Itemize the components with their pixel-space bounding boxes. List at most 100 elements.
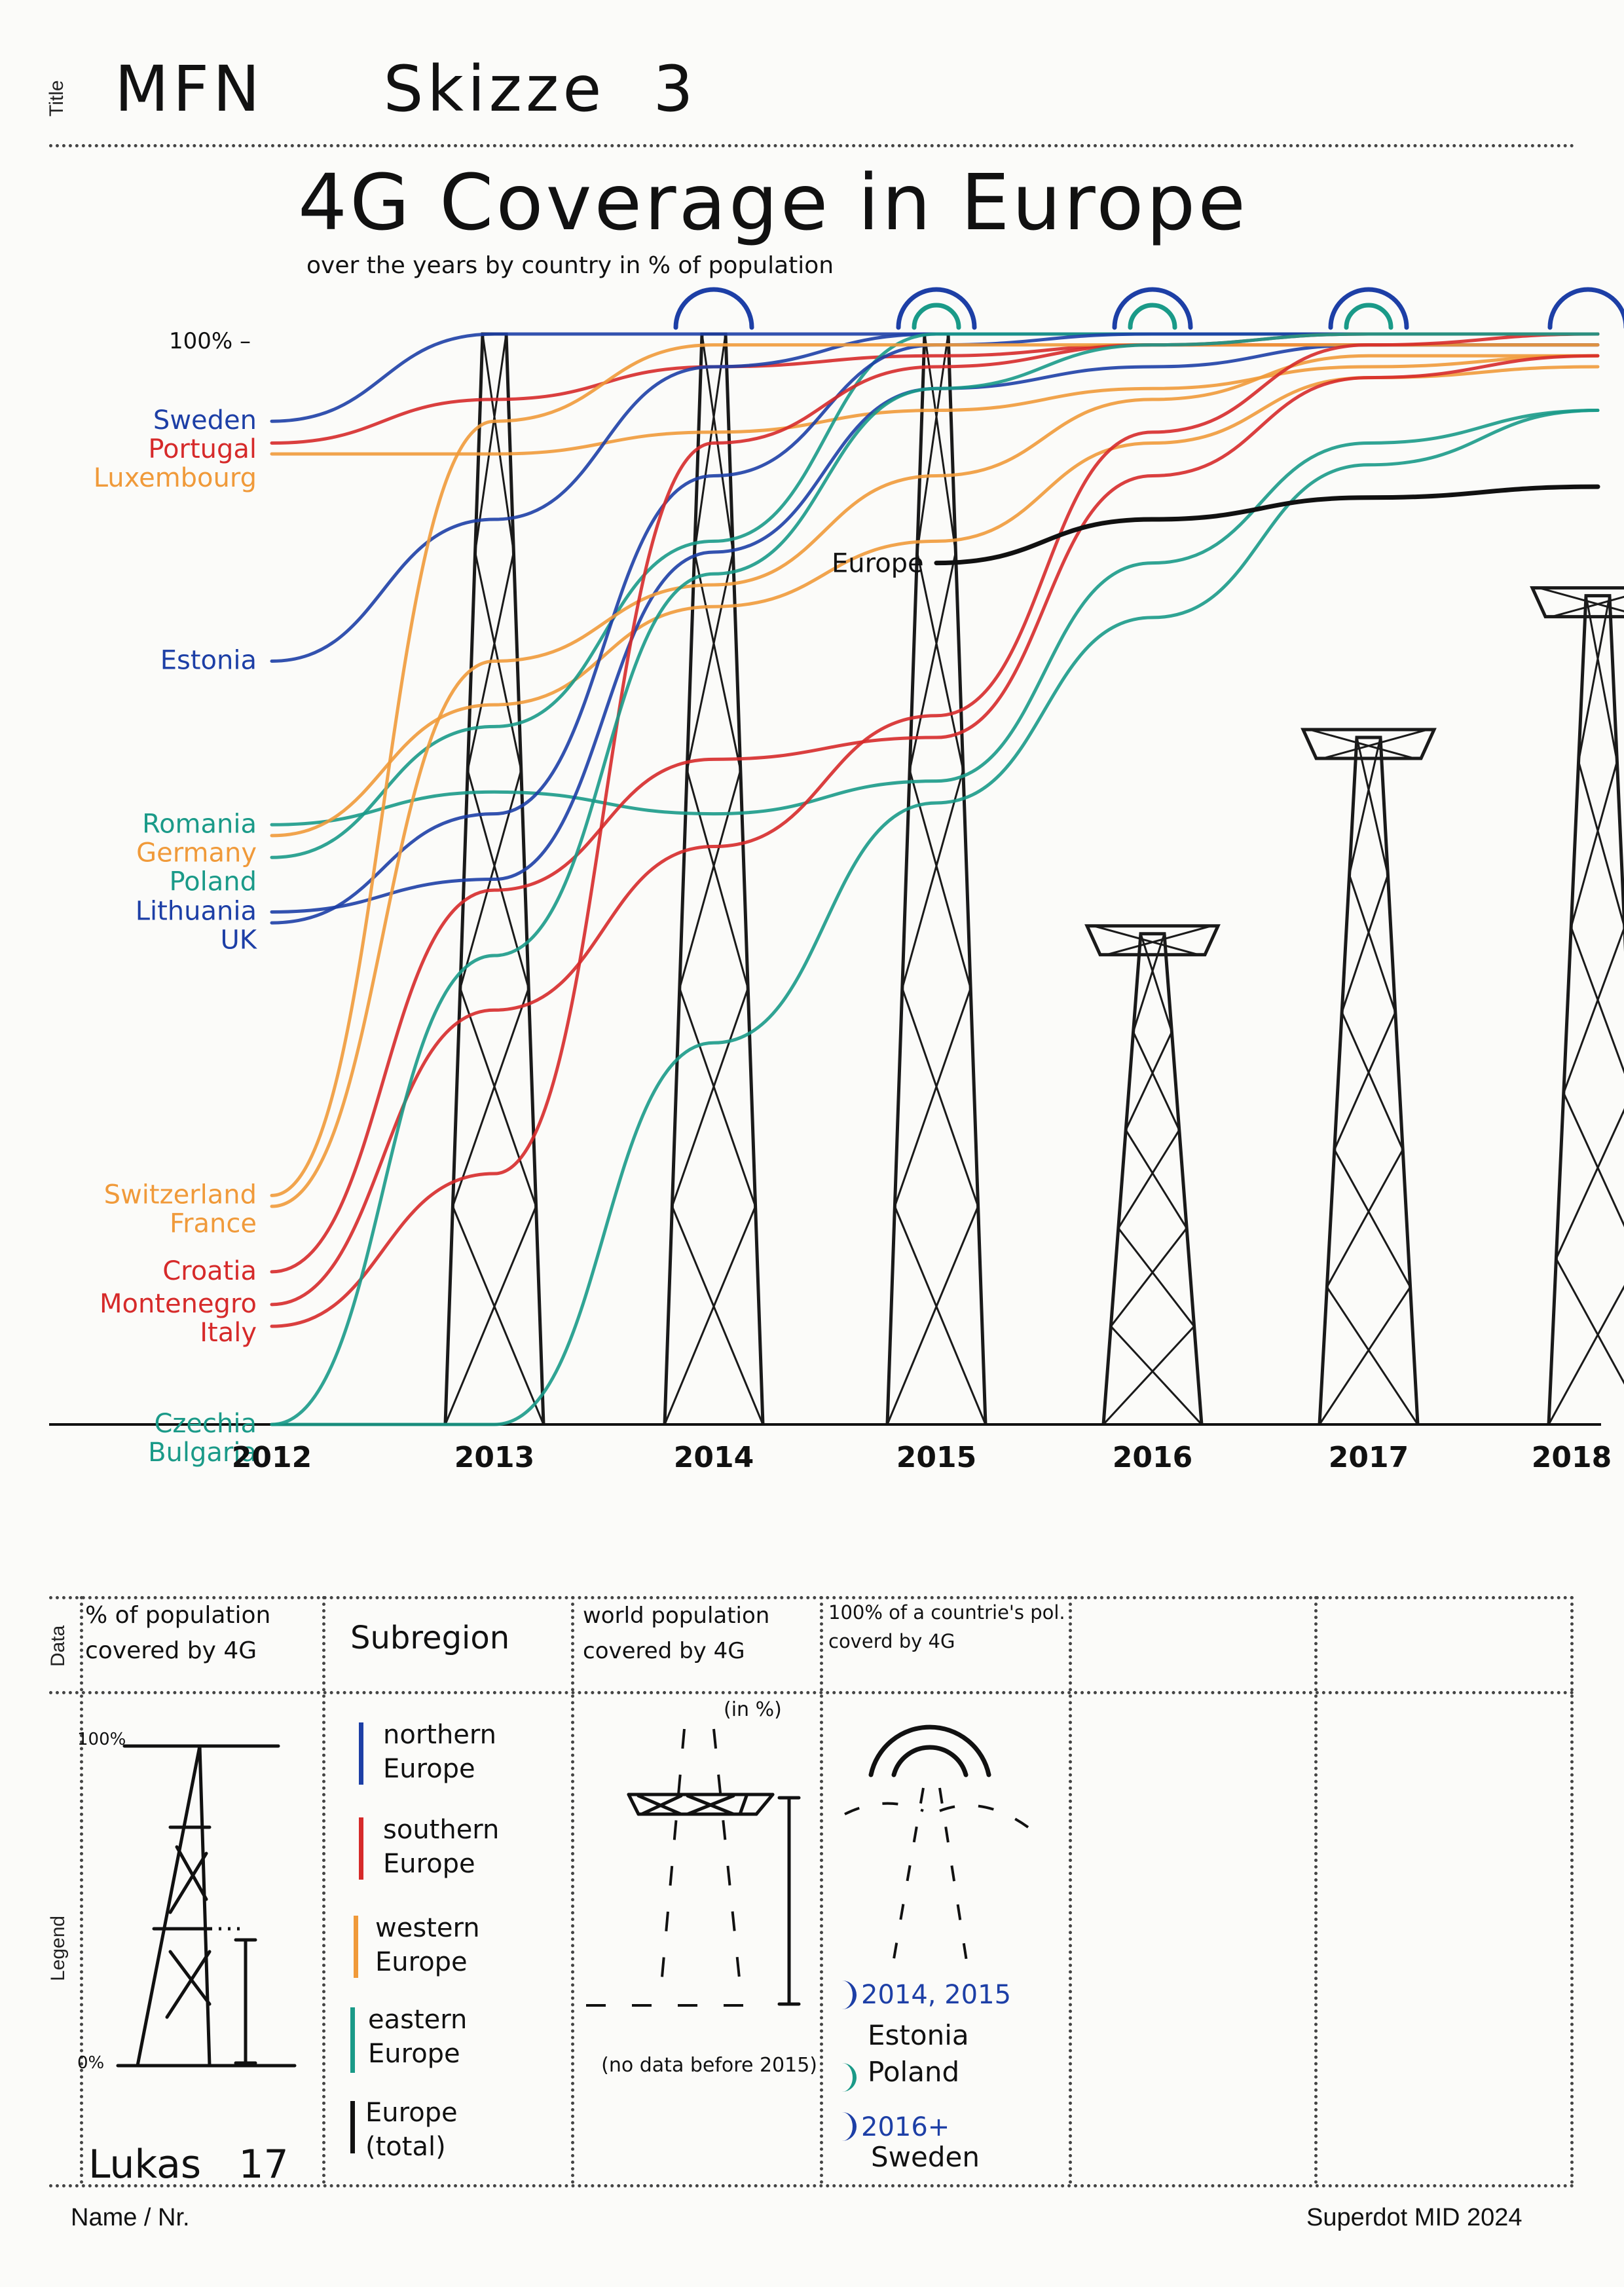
tower-brace — [1547, 1284, 1624, 1425]
legend-arc-mark-2 — [840, 2063, 857, 2092]
legend-arc-sketch — [844, 1724, 1029, 1978]
data-row-label: Data — [47, 1625, 69, 1667]
coverage-arc-2014 — [673, 287, 754, 330]
year-label-2016: 2016 — [1113, 1441, 1192, 1474]
chart-subtitle: over the years by country in % of popula… — [306, 252, 834, 279]
author-name: Lukas 17 — [88, 2142, 289, 2187]
tower-platform-brace — [1106, 925, 1212, 956]
series-label-luxembourg: Luxembourg — [94, 463, 257, 493]
tower-brace — [901, 988, 980, 1207]
legend-label-northern: northern Europe — [383, 1720, 497, 1784]
legend-swatch-northern — [359, 1722, 363, 1785]
tower-platform-brace — [1538, 587, 1624, 612]
tower-brace — [1132, 1031, 1181, 1131]
series-line-italy — [270, 332, 1600, 1328]
year-label-2018: 2018 — [1532, 1441, 1612, 1474]
tower-brace — [1555, 1258, 1624, 1385]
tower-brace — [1348, 737, 1382, 876]
tower-platform — [1301, 728, 1437, 760]
legend-arc-mark-1 — [840, 1980, 857, 2009]
tower-brace — [1132, 933, 1166, 1033]
tower-brace — [894, 1206, 987, 1425]
legend-platform-sketch — [586, 1728, 801, 2007]
tower-brace — [671, 988, 749, 1207]
legend-0-label: 0% — [77, 2053, 105, 2073]
tower-brace — [1124, 1129, 1188, 1229]
tower-brace — [1578, 761, 1624, 928]
coverage-arc-2017 — [1344, 303, 1393, 330]
legend-swatch-southern — [359, 1817, 363, 1880]
tower-brace — [1124, 1031, 1173, 1131]
tower-brace — [678, 988, 757, 1207]
series-line-montenegro — [270, 332, 1600, 1307]
tower-brace — [1585, 595, 1618, 762]
tower-brace — [1318, 1286, 1411, 1425]
legend-bottom-border — [49, 2184, 1575, 2187]
tower-brace — [916, 333, 950, 553]
series-label-czechia: Czechia — [154, 1409, 257, 1439]
year-label-2017: 2017 — [1329, 1441, 1409, 1474]
tower-brace — [671, 1206, 764, 1425]
tower-brace — [893, 988, 972, 1207]
legend-row-label: Legend — [47, 1915, 69, 1981]
tower-brace — [474, 333, 507, 553]
tower-brace — [1110, 1227, 1188, 1328]
tower-brace — [1340, 1012, 1404, 1151]
legend-label-western: western Europe — [375, 1913, 480, 1977]
tower-brace — [663, 1206, 756, 1425]
coverage-arc-2015 — [896, 287, 977, 330]
legend-100-label: 100% — [77, 1730, 126, 1749]
coverage-arc-2016 — [1128, 303, 1177, 330]
tower-brace — [1110, 1326, 1203, 1426]
year-label-2013: 2013 — [454, 1441, 534, 1474]
europe-annotation: Europe — [832, 549, 924, 579]
series-line-romania — [270, 409, 1600, 827]
tower-brace — [686, 551, 734, 771]
tower-platform-brace — [1322, 728, 1428, 760]
series-line-czechia — [270, 332, 1600, 1426]
tower-brace — [1139, 933, 1173, 1033]
tower-brace — [459, 988, 538, 1207]
legend-arc-countries-1: Estonia Poland — [868, 2019, 969, 2088]
tower-brace — [1102, 1326, 1195, 1426]
series-label-poland: Poland — [169, 866, 257, 897]
series-line-germany — [270, 365, 1600, 838]
tower-2015 — [885, 332, 987, 1425]
legend-col-divider — [1570, 1596, 1574, 2184]
title-divider — [49, 144, 1575, 147]
tower-platform — [1530, 586, 1624, 619]
legend-label-eastern: eastern Europe — [368, 2005, 468, 2069]
tower-brace — [1333, 1149, 1411, 1288]
series-line-europe — [934, 484, 1600, 566]
series-line-bulgaria — [270, 409, 1600, 1426]
legend-world-header: world population covered by 4G — [583, 1603, 770, 1664]
tower-brace — [1348, 874, 1397, 1013]
legend-label-southern: southern Europe — [383, 1815, 500, 1879]
chart-title: 4G Coverage in Europe — [298, 157, 1248, 248]
series-label-romania: Romania — [142, 809, 257, 839]
tower-brace — [1340, 874, 1389, 1013]
sheet-title: MFN Skizze 3 — [115, 52, 697, 126]
tower-brace — [1356, 737, 1389, 876]
tower-brace — [452, 1206, 545, 1425]
tower-brace — [1555, 1107, 1624, 1259]
legend-col-divider — [80, 1596, 83, 2184]
tower-brace — [1326, 1149, 1404, 1288]
legend-arc-years-1: 2014, 2015 — [861, 1980, 1012, 2010]
series-label-montenegro: Montenegro — [100, 1289, 257, 1319]
tower-brace — [923, 333, 957, 553]
legend-col-divider — [571, 1596, 574, 2184]
series-label-switzerland: Switzerland — [104, 1180, 257, 1210]
series-line-luxembourg — [270, 354, 1600, 456]
legend-top-border — [49, 1596, 1575, 1599]
series-line-france — [270, 354, 1600, 1208]
tower-brace — [1562, 1092, 1624, 1227]
year-label-2014: 2014 — [674, 1441, 754, 1474]
year-label-2015: 2015 — [896, 1441, 976, 1474]
legend-arc-header: 100% of a countrie's pol. coverd by 4G — [828, 1601, 1065, 1652]
tower-platform-brace — [1093, 925, 1199, 956]
series-label-estonia: Estonia — [160, 646, 257, 676]
legend-col-divider — [820, 1596, 823, 2184]
series-line-croatia — [270, 354, 1600, 1274]
